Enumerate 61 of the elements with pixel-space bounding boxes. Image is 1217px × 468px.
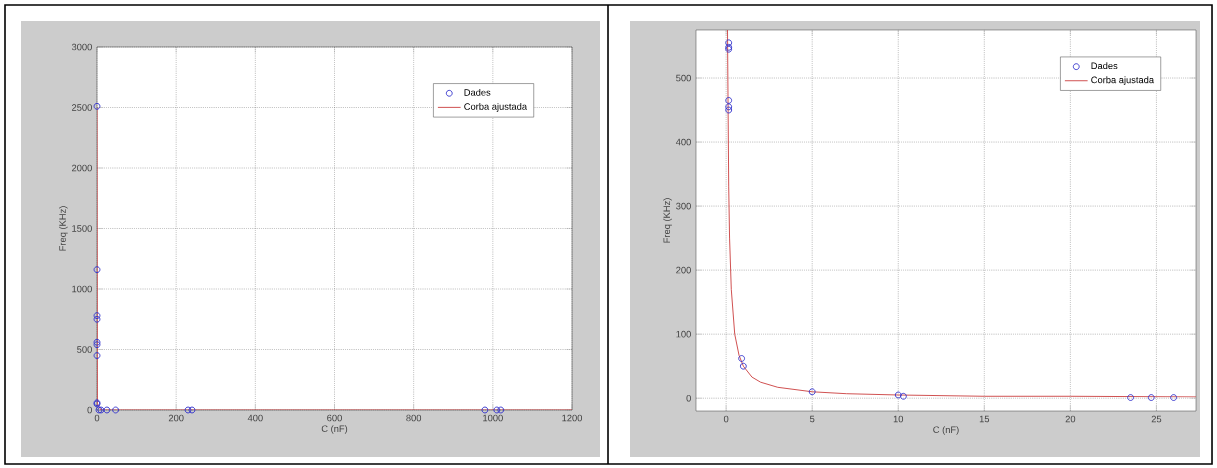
x-tick-label: 15 [979, 415, 990, 423]
y-tick-label: 100 [676, 330, 691, 338]
x-tick-label: 1000 [483, 414, 503, 422]
point [93, 315, 101, 323]
point [184, 406, 192, 414]
y-tick-label: 200 [676, 266, 691, 274]
point [93, 341, 101, 349]
y-tick-label: 400 [675, 138, 691, 146]
point [900, 392, 907, 400]
x-tick-label: 1200 [562, 414, 583, 422]
point [1147, 394, 1155, 401]
point [112, 406, 120, 414]
y-tick-label: 3000 [71, 43, 92, 51]
y-tick-label: 500 [77, 346, 92, 353]
x-tick-label: 0 [723, 415, 729, 423]
point [188, 406, 196, 414]
x-tick-label: 600 [327, 414, 342, 422]
y-tick-label: 1500 [72, 225, 92, 232]
legend-label: Corba ajustada [1091, 76, 1155, 86]
x-tick-label: 5 [809, 415, 815, 423]
point [93, 338, 101, 346]
x-axis-title: C (nF) [933, 426, 959, 435]
x-tick-label: 800 [406, 414, 422, 422]
legend-label: Dades [464, 88, 491, 96]
legend-label: Dades [1091, 62, 1118, 70]
point [93, 352, 101, 359]
point [493, 406, 501, 414]
x-tick-label: 20 [1065, 415, 1076, 423]
x-tick-label: 25 [1151, 415, 1162, 423]
y-axis-title: Freq (KHz) [663, 198, 672, 243]
point [738, 355, 746, 362]
point [894, 391, 902, 399]
point [725, 103, 733, 111]
x-tick-label: 400 [247, 414, 263, 422]
y-tick-label: 0 [686, 394, 691, 402]
y-tick-label: 500 [676, 74, 691, 82]
point [103, 406, 111, 414]
point [93, 266, 101, 274]
point [1127, 394, 1135, 401]
point [808, 388, 816, 396]
x-tick-label: 10 [893, 415, 904, 423]
y-tick-label: 2500 [71, 104, 92, 111]
point [725, 39, 733, 47]
line-series [727, 29, 1197, 398]
y-tick-label: 2000 [71, 164, 92, 172]
point [481, 406, 489, 414]
x-tick-label: 200 [168, 414, 184, 422]
point [725, 97, 733, 104]
y-axis-title: Freq (KHz) [59, 206, 68, 251]
point [739, 362, 747, 370]
point [497, 406, 505, 414]
x-tick-label: 0 [94, 414, 100, 422]
point [93, 102, 101, 110]
point [93, 312, 101, 320]
y-tick-label: 0 [87, 406, 92, 414]
x-axis-title: C (nF) [321, 425, 348, 434]
point [725, 106, 733, 114]
y-tick-label: 1000 [72, 285, 92, 293]
y-tick-label: 300 [676, 202, 691, 210]
point [1170, 394, 1178, 401]
legend-label: Corba ajustada [464, 103, 528, 112]
